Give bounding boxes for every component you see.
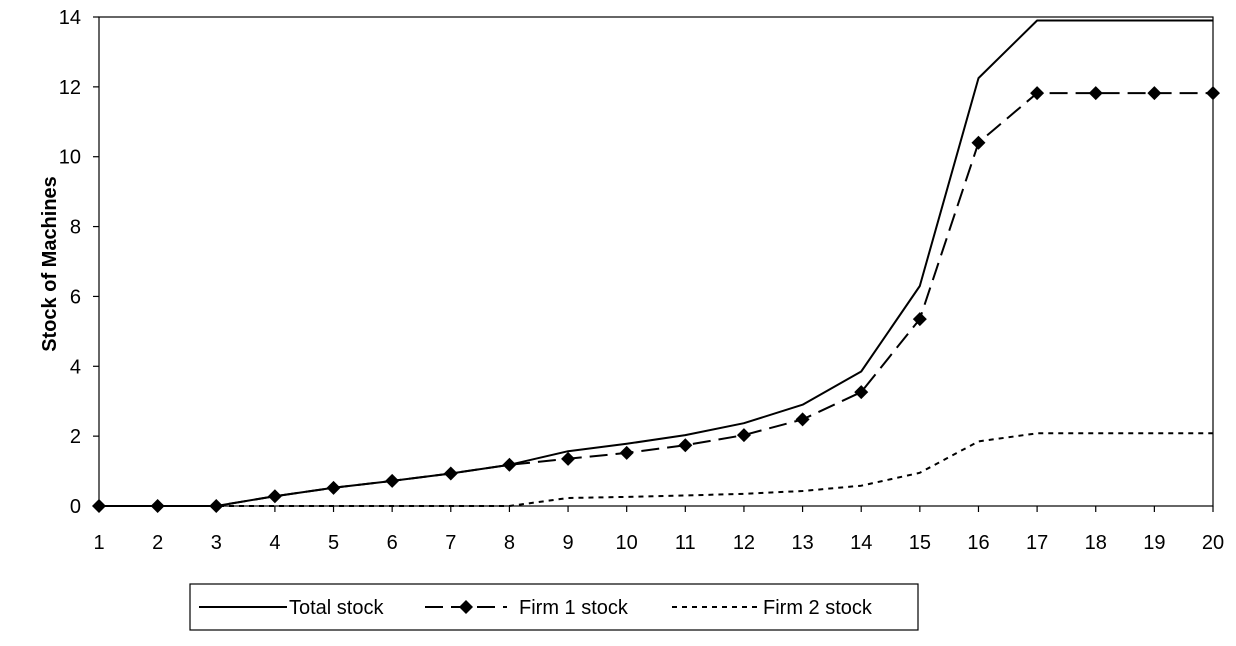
legend-entry: Total stock [199,597,384,619]
y-tick-label: 14 [59,7,81,29]
x-tick-label: 15 [909,532,931,554]
data-point-marker [736,428,751,443]
legend-entry: Firm 2 stock [672,597,873,619]
y-tick-label: 2 [70,426,81,448]
y-tick-label: 10 [59,147,81,169]
data-point-marker [619,445,634,460]
x-tick-label: 19 [1143,532,1165,554]
y-tick-label: 4 [70,356,81,378]
x-tick-label: 8 [504,532,515,554]
legend-label: Total stock [289,597,384,619]
data-point-marker [678,438,693,453]
data-point-marker [326,480,341,495]
data-point-marker [502,457,517,472]
series-firm-2-stock [99,432,1213,507]
y-axis-title: Stock of Machines [39,176,61,352]
data-point-marker [1030,86,1045,101]
data-point-marker [561,451,576,466]
x-tick-label: 13 [791,532,813,554]
data-point-marker [385,473,400,488]
x-tick-label: 9 [562,532,573,554]
x-tick-label: 12 [733,532,755,554]
y-tick-label: 6 [70,286,81,308]
series-line [99,92,1213,507]
data-point-marker [795,412,810,427]
legend-label: Firm 2 stock [763,597,873,619]
data-point-marker [150,499,165,513]
y-tick-label: 12 [59,77,81,99]
legend-marker [459,600,473,614]
x-tick-label: 16 [967,532,989,554]
series-line [99,432,1213,507]
x-tick-label: 10 [616,532,638,554]
data-point-marker [854,385,869,400]
x-tick-label: 4 [269,532,280,554]
series-layer [92,19,1220,513]
series-firm-1-stock [92,86,1220,513]
x-tick-label: 2 [152,532,163,554]
x-tick-label: 11 [675,532,696,554]
data-point-marker [1206,86,1220,101]
x-tick-label: 6 [387,532,398,554]
data-point-marker [1088,86,1103,101]
plot-area [98,16,1214,507]
series-line [99,19,1213,507]
data-point-marker [971,135,986,150]
x-tick-label: 7 [445,532,456,554]
series-total-stock [99,19,1213,507]
x-tick-label: 14 [850,532,872,554]
legend-entry: Firm 1 stock [425,597,629,619]
y-tick-label: 0 [70,496,81,518]
data-point-marker [209,499,224,513]
data-point-marker [1147,86,1162,101]
x-tick-label: 1 [93,532,104,554]
legend: Total stock Firm 1 stock Firm 2 stock [189,583,919,631]
x-tick-label: 5 [328,532,339,554]
y-tick-label: 8 [70,217,81,239]
x-tick-label: 18 [1085,532,1107,554]
data-point-marker [912,312,927,327]
legend-label: Firm 1 stock [519,597,629,619]
data-point-marker [267,489,282,504]
x-tick-label: 17 [1026,532,1048,554]
x-tick-label: 3 [211,532,222,554]
legend-box [189,583,919,631]
x-tick-label: 20 [1202,532,1224,554]
data-point-marker [443,466,458,481]
